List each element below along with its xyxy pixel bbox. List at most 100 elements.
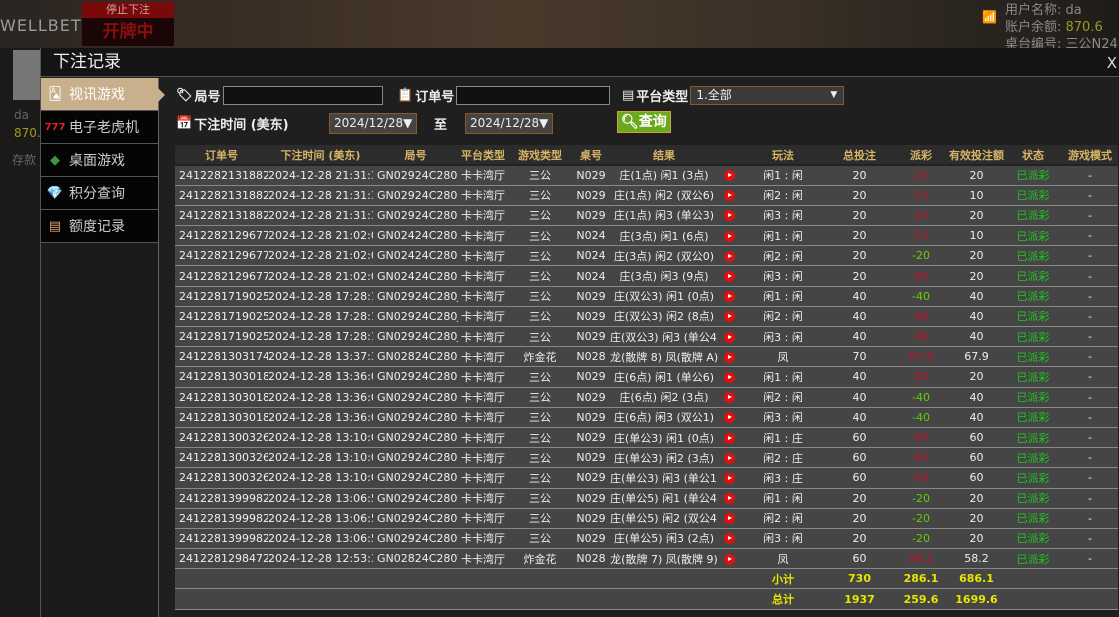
play-video-icon[interactable]	[723, 331, 735, 343]
empty-cell	[373, 588, 458, 610]
game-type: 三公	[508, 366, 572, 388]
table-row: 2412281303018532024-12-28 13:36:02GN0292…	[175, 387, 1118, 408]
play-video-icon[interactable]	[723, 291, 735, 303]
table-no: N024	[572, 245, 610, 267]
valid-bet: 20	[949, 265, 1004, 287]
valid-bet: 60	[949, 427, 1004, 449]
platform: 卡卡湾厅	[458, 306, 508, 328]
play-video-icon[interactable]	[723, 513, 735, 525]
play-video-icon[interactable]	[723, 311, 735, 323]
platform: 卡卡湾厅	[458, 326, 508, 348]
result: 庄(单公3) 闲3 (单公1)	[610, 467, 718, 489]
deposit-link[interactable]: 存款	[12, 153, 37, 167]
query-label: 查询	[638, 114, 667, 130]
sidebar-item-credit-record[interactable]: ▤ 额度记录	[41, 210, 158, 243]
platform: 卡卡湾厅	[458, 407, 508, 428]
play-video-icon[interactable]	[723, 250, 735, 262]
bet-type: 闲1 : 闲	[740, 366, 826, 388]
play-video-icon[interactable]	[723, 210, 735, 222]
game-mode: -	[1062, 508, 1118, 529]
game-type: 三公	[508, 265, 572, 287]
result: 龙(散牌 8) 凤(散牌 A)	[610, 346, 718, 368]
replay-cell	[718, 488, 740, 509]
result: 庄(1点) 闲2 (双公6)	[610, 185, 718, 206]
result: 庄(6点) 闲1 (单公6)	[610, 366, 718, 388]
table-row: 2412281300326982024-12-28 13:10:04GN0292…	[175, 447, 1118, 469]
payout: 60	[893, 427, 949, 449]
order-id: 241228212967713	[175, 225, 268, 247]
replay-cell	[718, 245, 740, 267]
empty-cell	[268, 568, 373, 590]
total-bet: 40	[826, 286, 893, 307]
bet-time: 2024-12-28 13:06:56	[268, 508, 373, 529]
bet-record-modal: 下注记录 X 🂡 视讯游戏 777 电子老虎机 ◆ 桌面游戏 💎 积分查询 ▤ 额度记录 …	[40, 48, 1119, 617]
date-to-picker[interactable]: 2024/12/28▼	[465, 113, 554, 134]
platform-select[interactable]: 1.全部 ▼	[690, 86, 845, 105]
platform: 卡卡湾厅	[458, 528, 508, 550]
round-id: GN02924C280J2	[373, 326, 458, 348]
to-label: 至	[434, 118, 448, 133]
grandtotal-total-bet: 1937	[826, 588, 893, 610]
result: 庄(单公5) 闲3 (2点)	[610, 528, 718, 550]
total-bet: 60	[826, 427, 893, 449]
replay-cell	[718, 467, 740, 489]
order-input[interactable]	[456, 86, 611, 105]
bet-time: 2024-12-28 21:31:36	[268, 205, 373, 227]
status: 已派彩	[1004, 427, 1062, 449]
bet-time: 2024-12-28 17:28:15	[268, 326, 373, 348]
tag-icon: 🏷	[176, 88, 193, 103]
round-input[interactable]	[222, 86, 383, 105]
round-id: GN02924C280EB	[373, 508, 458, 529]
sidebar-item-table-games[interactable]: ◆ 桌面游戏	[41, 144, 158, 177]
play-video-icon[interactable]	[723, 230, 735, 242]
payout: -20	[893, 488, 949, 509]
play-video-icon[interactable]	[723, 170, 735, 182]
payout: -20	[893, 528, 949, 550]
column-header: 总投注	[826, 145, 893, 166]
play-video-icon[interactable]	[723, 412, 735, 424]
game-type: 三公	[508, 447, 572, 469]
table-no: N029	[572, 185, 610, 206]
play-video-icon[interactable]	[723, 271, 735, 283]
status: 已派彩	[1004, 447, 1062, 469]
table-row: 2412281399982272024-12-28 13:06:56GN0292…	[175, 508, 1118, 529]
valid-bet: 58.2	[949, 548, 1004, 570]
play-video-icon[interactable]	[723, 493, 735, 505]
sidebar-item-points[interactable]: 💎 积分查询	[41, 177, 158, 210]
close-button[interactable]: X	[1106, 54, 1117, 72]
bet-time: 2024-12-28 13:10:04	[268, 467, 373, 489]
play-video-icon[interactable]	[723, 533, 735, 545]
platform: 卡卡湾厅	[458, 508, 508, 529]
play-video-icon[interactable]	[723, 553, 735, 565]
replay-cell	[718, 407, 740, 428]
table-row: 2412282129677132024-12-28 21:02:07GN0242…	[175, 225, 1118, 247]
sidebar-item-live-games[interactable]: 🂡 视讯游戏	[41, 78, 165, 111]
order-id: 241228129847259	[175, 548, 268, 570]
play-video-icon[interactable]	[723, 472, 735, 484]
game-mode: -	[1062, 407, 1118, 428]
replay-cell	[718, 185, 740, 206]
query-button[interactable]: 🔍︎查询	[617, 111, 671, 133]
replay-cell	[718, 306, 740, 328]
play-video-icon[interactable]	[723, 371, 735, 383]
play-video-icon[interactable]	[723, 432, 735, 444]
table-row: 2412282131882612024-12-28 21:31:36GN0292…	[175, 185, 1118, 206]
play-video-icon[interactable]	[723, 351, 735, 363]
play-video-icon[interactable]	[723, 190, 735, 202]
valid-bet: 40	[949, 387, 1004, 408]
game-type: 三公	[508, 245, 572, 267]
table-row: 2412281399982262024-12-28 13:06:56GN0292…	[175, 528, 1118, 550]
date-from-picker[interactable]: 2024/12/28▼	[329, 113, 418, 134]
column-header: 派彩	[893, 145, 949, 166]
bet-time: 2024-12-28 21:02:07	[268, 225, 373, 247]
status: 已派彩	[1004, 245, 1062, 267]
bet-time: 2024-12-28 13:10:04	[268, 447, 373, 469]
round-id: GN02924C280ED	[373, 467, 458, 489]
bet-type: 闲1 : 闲	[740, 225, 826, 247]
play-video-icon[interactable]	[723, 392, 735, 404]
sidebar-item-slots[interactable]: 777 电子老虎机	[41, 111, 158, 144]
chevron-down-icon: ▼	[830, 90, 838, 100]
payout: 40	[893, 326, 949, 348]
play-video-icon[interactable]	[723, 452, 735, 464]
replay-cell	[718, 366, 740, 388]
